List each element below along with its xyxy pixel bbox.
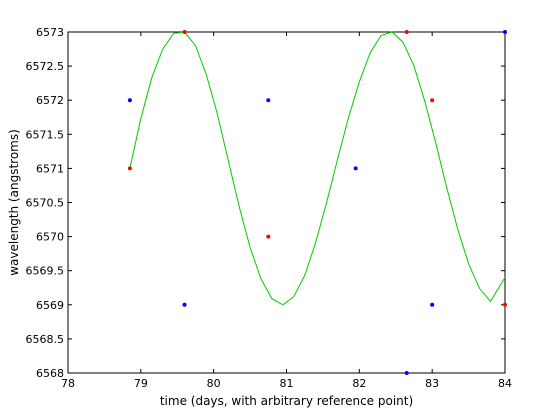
data-point — [127, 166, 132, 171]
y-tick-label: 6573 — [36, 26, 64, 39]
fit-curve-line — [129, 31, 506, 306]
plot-area — [67, 31, 506, 374]
x-tick-label: 82 — [352, 377, 366, 390]
y-tick-label: 6570 — [36, 231, 64, 244]
x-axis-label: time (days, with arbitrary reference poi… — [160, 394, 413, 408]
x-tick-label: 83 — [425, 377, 439, 390]
data-point — [503, 302, 507, 307]
data-point — [182, 30, 187, 34]
series-layer — [127, 30, 507, 375]
x-tick-label: 78 — [61, 377, 75, 390]
data-point — [404, 30, 409, 34]
data-point — [404, 371, 409, 375]
data-point — [430, 302, 435, 307]
y-tick-label: 6570.5 — [26, 197, 65, 210]
data-point — [182, 302, 187, 307]
x-tick-label: 79 — [134, 377, 148, 390]
y-tick-label: 6571.5 — [26, 128, 65, 141]
x-tick-label: 80 — [207, 377, 221, 390]
x-tick-label: 81 — [280, 377, 294, 390]
y-tick-label: 6569.5 — [26, 265, 65, 278]
y-tick-label: 6569 — [36, 299, 64, 312]
data-point — [503, 30, 507, 34]
data-point — [266, 98, 271, 103]
y-tick-label: 6571 — [36, 162, 64, 175]
y-axis-label: wavelength (angstroms) — [7, 129, 21, 276]
data-point — [353, 166, 358, 171]
data-point — [127, 98, 132, 103]
y-tick-label: 6572.5 — [26, 60, 65, 73]
axis-ticks: 78 79 80 81 82 83 84 6568 6568.5 6569 6569.5 6570 65… — [26, 26, 513, 390]
data-point — [266, 234, 271, 239]
y-tick-label: 6568.5 — [26, 333, 65, 346]
y-tick-label: 6568 — [36, 367, 64, 380]
x-tick-label: 84 — [498, 377, 512, 390]
y-tick-label: 6572 — [36, 94, 64, 107]
data-point — [430, 98, 435, 103]
